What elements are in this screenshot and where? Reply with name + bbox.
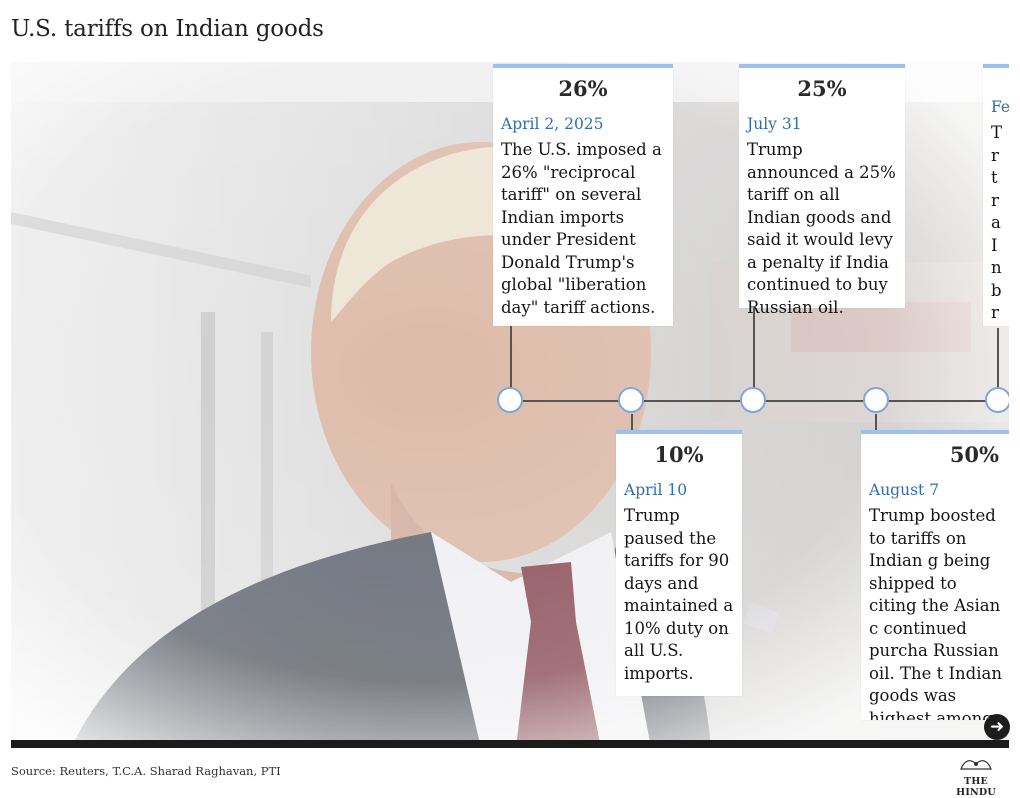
timeline-card-2[interactable]: 10% April 10 Trump paused the tariffs fo…: [616, 430, 742, 696]
card-description: Trump announced a 25% tariff on all Indi…: [747, 140, 896, 317]
the-hindu-logo-icon: [960, 760, 992, 770]
next-button[interactable]: ➜: [984, 714, 1010, 740]
card-description: The U.S. imposed a 26% "reciprocal tarif…: [501, 140, 662, 317]
connector-5: [997, 328, 999, 388]
timeline-card-4[interactable]: 50% August 7 Trump boosted to tariffs on…: [861, 430, 1009, 720]
timeline-scrollbar[interactable]: [11, 740, 1009, 748]
card-date: July 31: [747, 115, 802, 133]
connector-2: [631, 414, 633, 434]
arrow-right-icon: ➜: [989, 717, 1005, 737]
card-percent: 10%: [654, 442, 704, 467]
connector-1: [510, 314, 512, 388]
timeline-node-5[interactable]: [985, 387, 1009, 413]
card-date: April 10: [624, 481, 688, 499]
timeline-stage[interactable]: 26% April 2, 2025 The U.S. imposed a 26%…: [11, 62, 1009, 748]
logo-wordmark: THE HINDU: [956, 776, 996, 798]
card-percent: 50%: [949, 442, 999, 467]
timeline-node-4[interactable]: [863, 387, 889, 413]
timeline-card-3[interactable]: 25% July 31 Trump announced a 25% tariff…: [739, 64, 905, 317]
card-description: Trump boosted to tariffs on Indian g bei…: [869, 506, 1002, 720]
timeline-card-1[interactable]: 26% April 2, 2025 The U.S. imposed a 26%…: [493, 64, 673, 326]
card-description: Trump paused the tariffs for 90 days and…: [624, 506, 734, 683]
timeline-node-3[interactable]: [740, 387, 766, 413]
card-percent: 26%: [558, 76, 608, 101]
publisher-logo: THE HINDU: [944, 756, 1008, 798]
card-description: Tr tra In br ta ex ha pr tra: [991, 123, 1003, 326]
chart-title: U.S. tariffs on Indian goods: [11, 16, 324, 42]
connector-4: [875, 414, 877, 434]
timeline-node-2[interactable]: [618, 387, 644, 413]
connector-3: [753, 306, 755, 388]
card-date: August 7: [869, 481, 940, 499]
card-date: April 2, 2025: [501, 115, 604, 133]
card-date: Fe: [991, 98, 1009, 116]
source-credit: Source: Reuters, T.C.A. Sharad Raghavan,…: [11, 764, 281, 778]
timeline-node-1[interactable]: [497, 387, 523, 413]
card-percent: 25%: [797, 76, 847, 101]
timeline-card-5[interactable]: Fe Tr tra In br ta ex ha pr tra: [983, 64, 1009, 326]
